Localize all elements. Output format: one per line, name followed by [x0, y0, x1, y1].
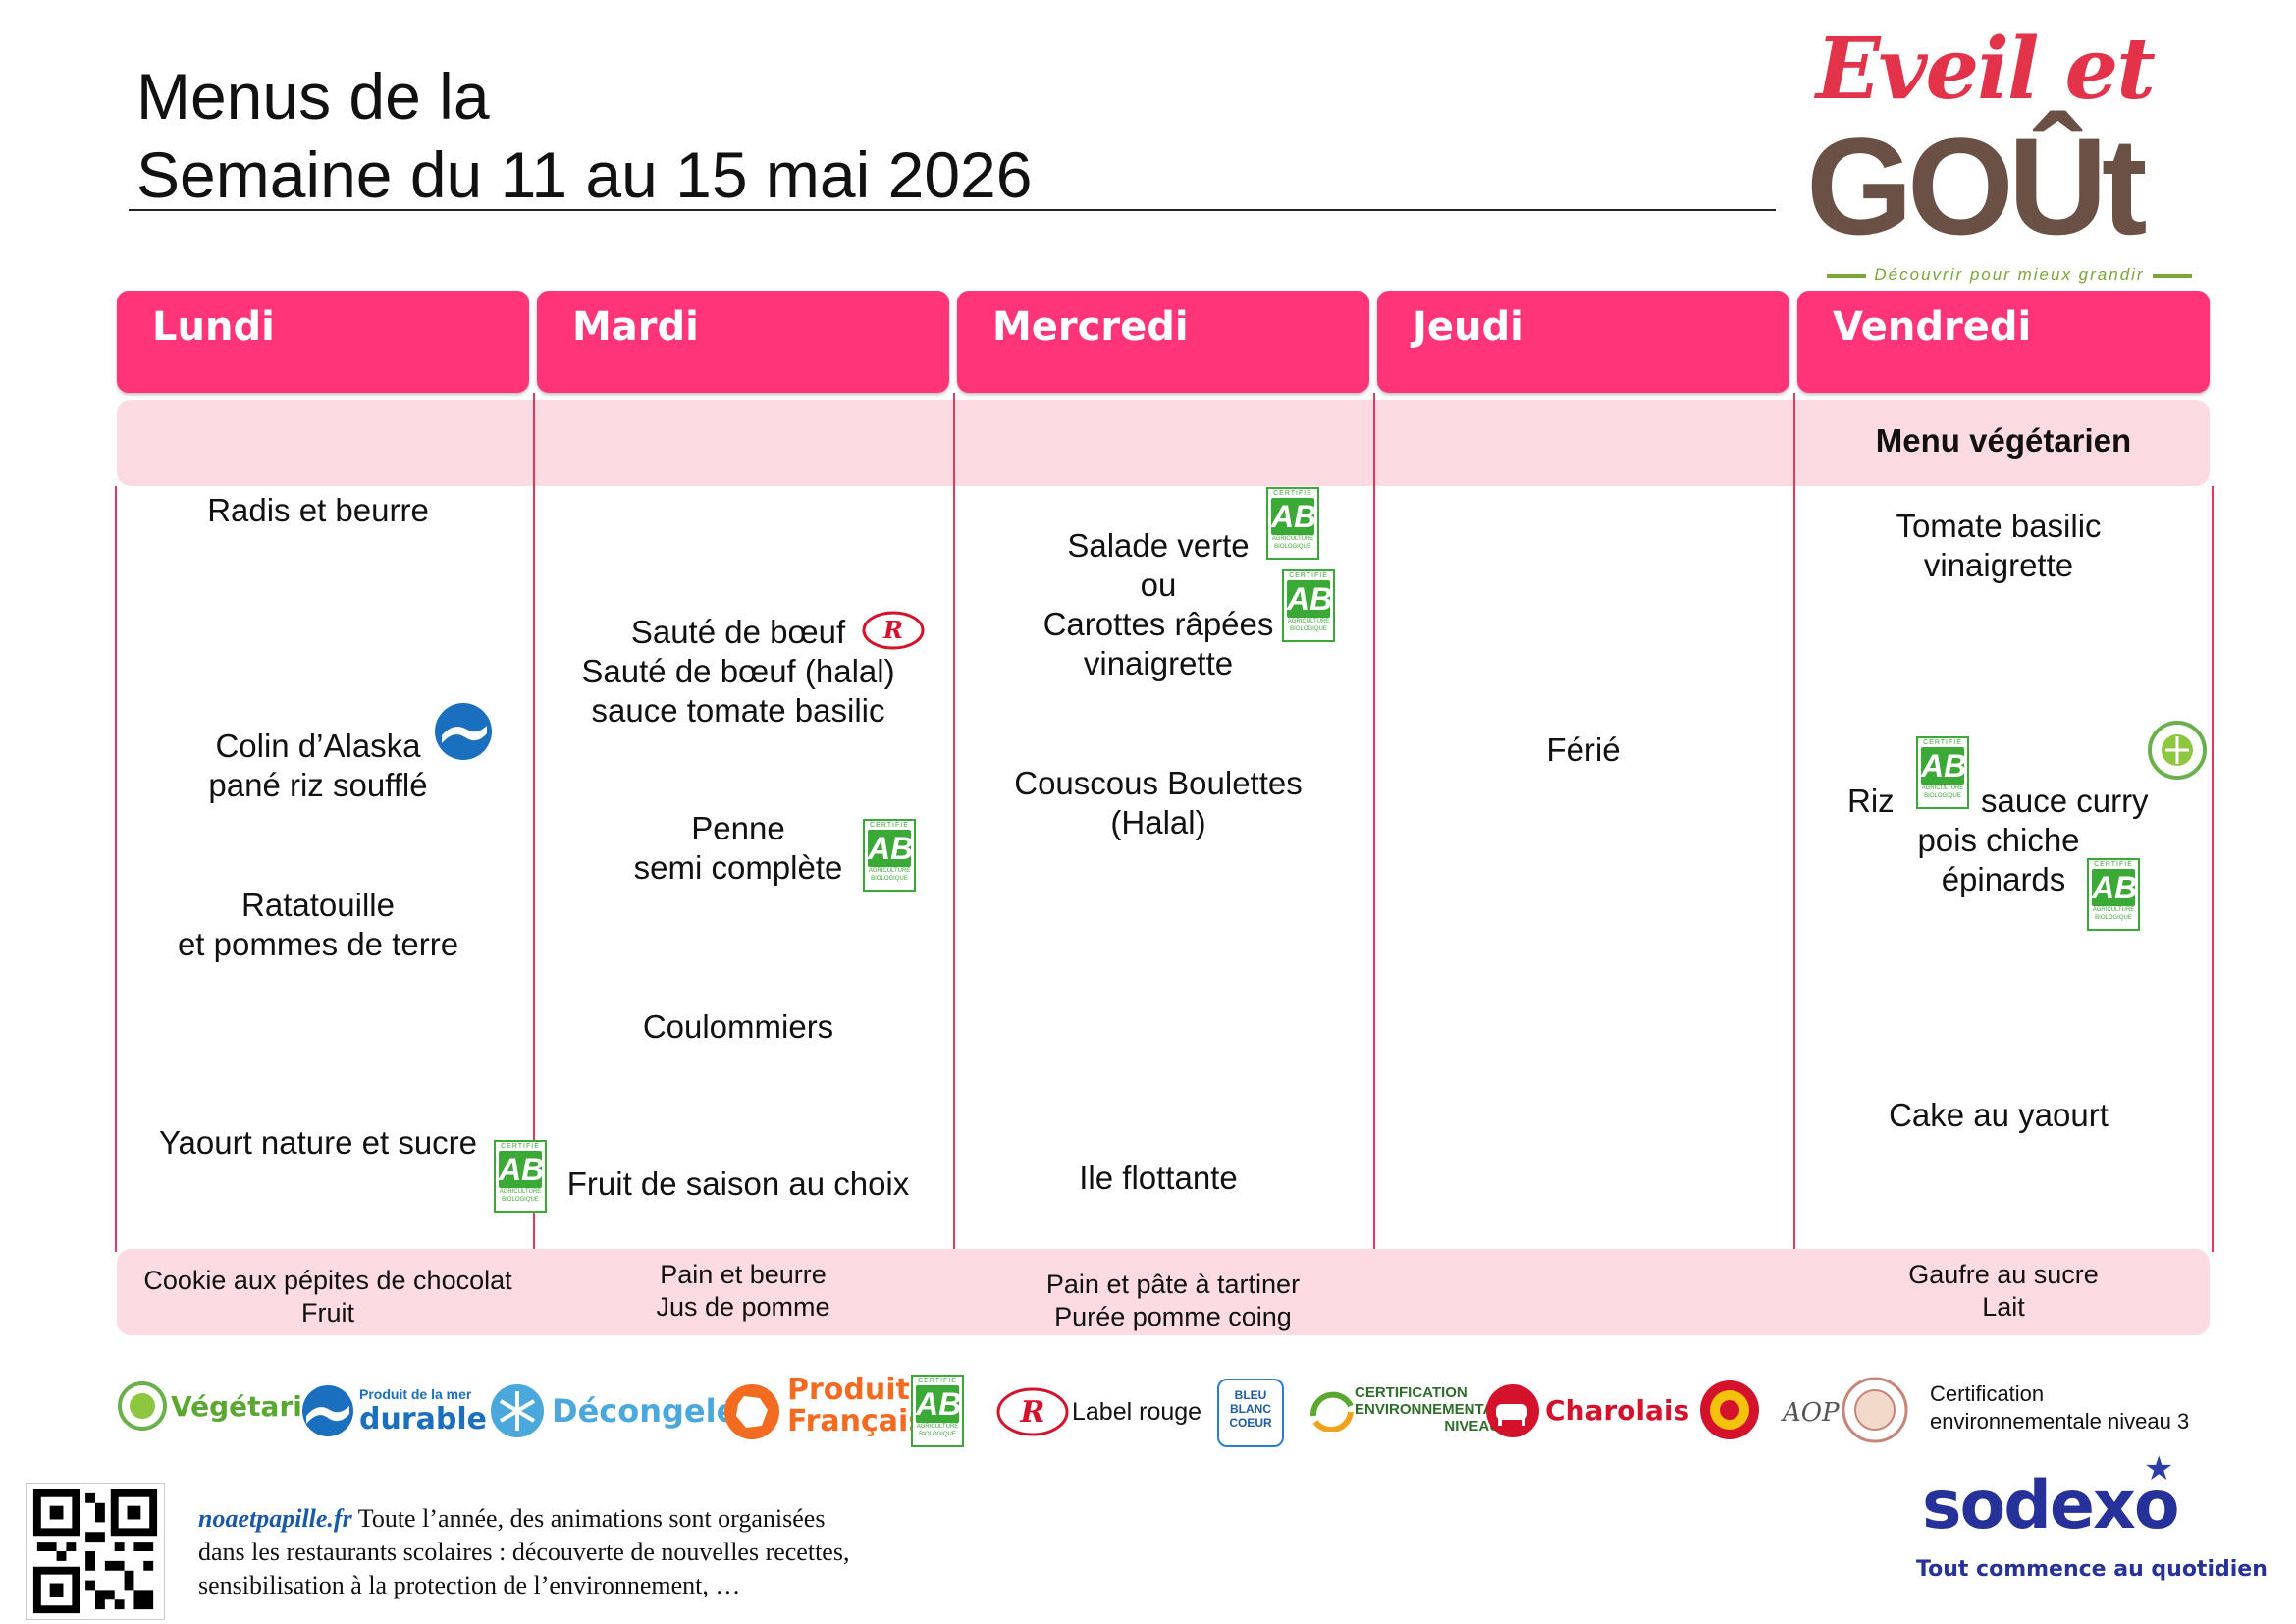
- vendredi-dessert: Cake au yaourt: [1889, 1097, 2109, 1133]
- label-rouge-icon: R: [862, 611, 925, 650]
- sodexo-star-icon: ★: [2144, 1450, 2174, 1488]
- organic-ab-icon: CERTIFIÉ AB AGRICULTURE BIOLOGIQUE: [494, 1140, 547, 1213]
- bleu-blanc-coeur-icon: BLEU BLANC COEUR: [1217, 1379, 1284, 1447]
- organic-ab-icon: CERTIFIÉ AB AGRICULTURE BIOLOGIQUE: [863, 819, 916, 892]
- organic-ab-icon: CERTIFIÉ AB AGRICULTURE BIOLOGIQUE: [1266, 487, 1319, 560]
- sodexo-logo: ★ sodexo Tout commence au quotidien: [1914, 1449, 2268, 1597]
- mardi-snack: Pain et beurre Jus de pomme: [656, 1260, 830, 1322]
- logo-tagline: Découvrir pour mieux grandir: [1808, 265, 2211, 285]
- hve-cert-icon: [1842, 1377, 1908, 1443]
- logo-top-text: Eveil et: [1816, 20, 2156, 119]
- logo-bottom-text: GOÛt: [1806, 109, 2148, 263]
- organic-ab-icon: CERTIFIÉ AB AGRICULTURE BIOLOGIQUE: [2087, 858, 2140, 931]
- column-border: [1373, 393, 1375, 1335]
- mardi-side: Penne semi complète: [633, 810, 843, 886]
- vegetarian-menu-label: Menu végétarien: [1875, 422, 2132, 459]
- legend-label-rouge: Label rouge: [1072, 1398, 1202, 1426]
- top-info-band: [117, 400, 2210, 486]
- jeudi-holiday: Férié: [1546, 731, 1621, 768]
- sodexo-name: sodexo: [1922, 1467, 2180, 1544]
- organic-ab-icon: CERTIFIÉ AB AGRICULTURE BIOLOGIQUE: [1282, 569, 1335, 642]
- vendredi-snack: Gaufre au sucre Lait: [1908, 1260, 2099, 1322]
- lundi-starter: Radis et beurre: [207, 492, 429, 528]
- legend-mer-big: durable: [359, 1402, 487, 1436]
- mardi-main: Sauté de bœuf Sauté de bœuf (halal) sauc…: [581, 614, 895, 729]
- day-header-mardi: Mardi: [537, 291, 949, 393]
- mercredi-starter: Salade verte ou Carottes râpées vinaigre…: [1042, 527, 1274, 681]
- column-border: [115, 486, 117, 1252]
- mardi-cheese: Coulommiers: [642, 1008, 834, 1045]
- footer-note: noaetpapille.fr Toute l’année, des anima…: [198, 1504, 850, 1599]
- france-map-icon: [724, 1384, 779, 1439]
- label-rouge-icon: R: [996, 1387, 1069, 1436]
- vendredi-main-epinards: épinards: [1941, 861, 2066, 897]
- legend-mer-small: Produit de la mer: [359, 1386, 472, 1402]
- snowflake-icon: [491, 1384, 544, 1437]
- lundi-main: Colin d’Alaska pané riz soufflé: [208, 728, 428, 803]
- qr-code[interactable]: [26, 1483, 165, 1620]
- page-title: Menus de la Semaine du 11 au 15 mai 2026: [136, 57, 1032, 214]
- legend-cert-niveau3: Certification environnementale niveau 3: [1930, 1381, 2190, 1434]
- column-border: [2212, 486, 2214, 1252]
- organic-ab-icon: CERTIFIÉ AB AGRICULTURE BIOLOGIQUE: [1916, 736, 1969, 809]
- legend-decongele: Décongelé: [552, 1392, 738, 1430]
- vendredi-starter: Tomate basilic vinaigrette: [1896, 508, 2102, 583]
- footer-link[interactable]: noaetpapille.fr: [198, 1504, 352, 1533]
- eveil-et-gout-logo: Eveil et GOÛt Découvrir pour mieux grand…: [1796, 20, 2209, 295]
- mercredi-dessert: Ile flottante: [1079, 1160, 1238, 1196]
- vendredi-main-pois: pois chiche: [1917, 822, 2080, 858]
- charolais-cow-icon: [1486, 1384, 1539, 1437]
- title-line-2: Semaine du 11 au 15 mai 2026: [136, 138, 1033, 211]
- legend-produit: Produit: [787, 1373, 910, 1407]
- lundi-dessert: Yaourt nature et sucre: [158, 1124, 478, 1161]
- day-header-mercredi: Mercredi: [957, 291, 1369, 393]
- day-header-vendredi: Vendredi: [1797, 291, 2210, 393]
- svg-text:R: R: [882, 616, 903, 644]
- snack-band: [117, 1249, 2210, 1335]
- mercredi-snack: Pain et pâte à tartiner Purée pomme coin…: [1045, 1270, 1301, 1331]
- sodexo-slogan: Tout commence au quotidien: [1916, 1557, 2268, 1582]
- sustainable-seafood-icon: [435, 703, 492, 760]
- title-divider: [129, 209, 1776, 211]
- legend-aop: AOP: [1783, 1398, 1840, 1428]
- sustainable-seafood-icon: [302, 1385, 353, 1436]
- mardi-dessert: Fruit de saison au choix: [566, 1165, 910, 1202]
- environmental-cert-icon: [1309, 1391, 1354, 1432]
- vegetarian-icon: [118, 1381, 167, 1431]
- vendredi-main-riz: Riz: [1847, 783, 1895, 819]
- organic-ab-icon: CERTIFIÉ AB AGRICULTURE BIOLOGIQUE: [911, 1375, 964, 1447]
- column-border: [1793, 393, 1795, 1335]
- legend-francais: Français: [787, 1404, 927, 1438]
- legend: Végétarien Produit de la mer durable Déc…: [116, 1375, 2226, 1463]
- day-header-jeudi: Jeudi: [1377, 291, 1789, 393]
- day-header-lundi: Lundi: [117, 291, 529, 393]
- vendredi-main-sauce: sauce curry: [1981, 783, 2149, 819]
- title-line-1: Menus de la: [136, 60, 490, 133]
- lundi-side: Ratatouille et pommes de terre: [177, 887, 459, 962]
- column-border: [953, 393, 955, 1335]
- vegetarian-icon: [2148, 721, 2207, 780]
- column-border: [533, 393, 535, 1335]
- aop-seal-icon: [1700, 1380, 1759, 1439]
- lundi-snack: Cookie aux pépites de chocolat Fruit: [143, 1266, 512, 1327]
- legend-charolais: Charolais: [1545, 1394, 1690, 1427]
- svg-text:R: R: [1020, 1395, 1045, 1430]
- mercredi-main: Couscous Boulettes (Halal): [1014, 765, 1303, 840]
